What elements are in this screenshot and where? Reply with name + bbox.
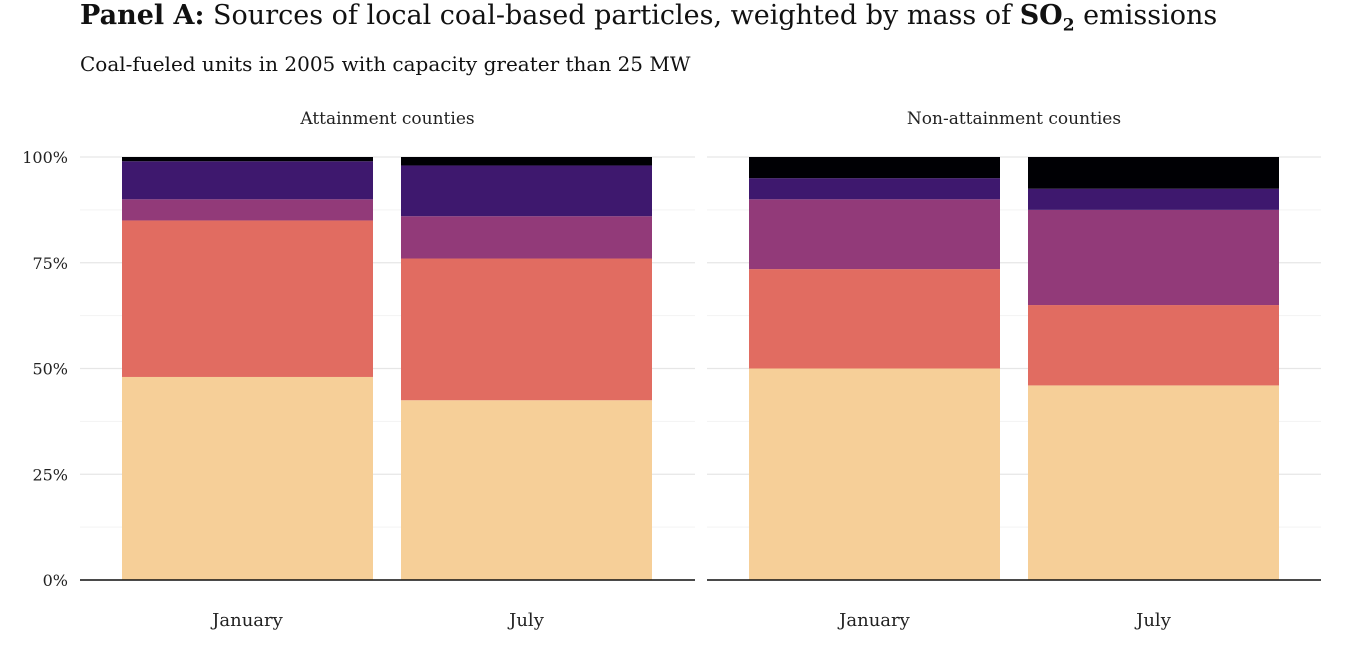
bar-segment — [401, 258, 652, 401]
bar-segment — [749, 368, 1000, 580]
bar-segment — [749, 178, 1000, 200]
bar-segment — [401, 165, 652, 217]
y-tick-label: 0% — [43, 571, 68, 590]
bar-segment — [1028, 157, 1279, 189]
y-tick-label: 25% — [32, 465, 68, 484]
bar-segment — [122, 220, 373, 377]
title-bold: Panel A: — [80, 0, 205, 31]
y-tick-label: 100% — [22, 148, 68, 167]
bar-segment — [401, 400, 652, 580]
bar-segment — [749, 157, 1000, 179]
bar-segment — [401, 157, 652, 166]
bar-segment — [749, 199, 1000, 270]
bar-segment — [1028, 209, 1279, 306]
chart-subtitle: Coal-fueled units in 2005 with capacity … — [80, 52, 691, 76]
y-tick-label: 50% — [32, 360, 68, 379]
x-tick-label: January — [837, 610, 910, 631]
bar-segment — [122, 161, 373, 200]
bar-segment — [1028, 385, 1279, 580]
title-so: SO2 — [1019, 0, 1075, 36]
panel-label: Non-attainment counties — [907, 109, 1121, 129]
title-subscript: 2 — [1062, 15, 1075, 36]
bar-segment — [1028, 188, 1279, 210]
bar-segment — [122, 199, 373, 221]
bar-segment — [1028, 305, 1279, 386]
bar-segment — [122, 376, 373, 580]
bar-segment — [401, 216, 652, 259]
title-main: Sources of local coal-based particles, w… — [213, 0, 1012, 31]
chart-title: Panel A: Sources of local coal-based par… — [80, 0, 1217, 35]
x-tick-label: January — [210, 610, 283, 631]
title-end: emissions — [1083, 0, 1218, 31]
bar-segment — [749, 269, 1000, 369]
y-tick-label: 75% — [32, 254, 68, 273]
bar-segment — [122, 157, 373, 162]
x-tick-label: July — [507, 610, 545, 631]
panel-label: Attainment counties — [299, 109, 474, 129]
x-tick-label: July — [1134, 610, 1172, 631]
